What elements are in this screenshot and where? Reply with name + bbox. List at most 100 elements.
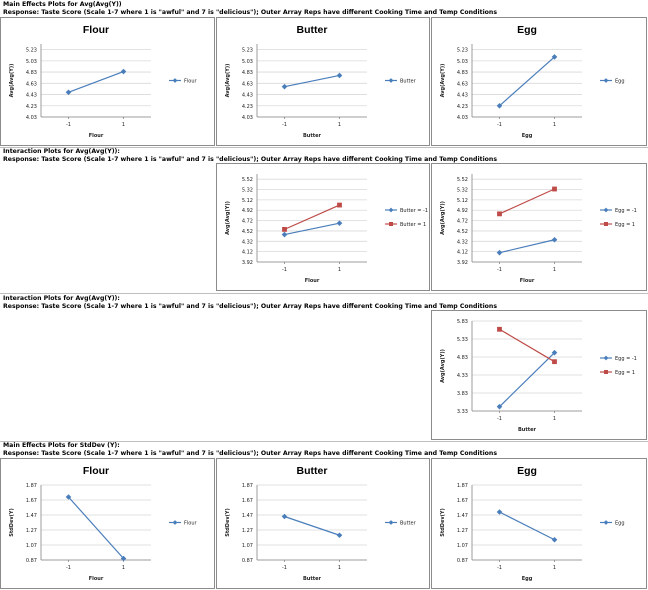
y-tick-label: 5.33 [457,337,468,343]
y-tick-label: 4.12 [457,250,468,256]
chart-title: Butter [297,24,328,36]
y-tick-label: 4.52 [242,229,253,235]
data-point-butter [281,513,288,520]
series-line-flour [68,70,124,93]
legend-label-egg-1: Egg = 1 [615,222,635,228]
section-title-main-effects-sd: Main Effects Plots for StdDev (Y): [3,442,120,449]
y-tick-label: 0.87 [242,558,253,564]
legend-label-flour: Flour [184,79,197,85]
x-tick-label: 1 [553,122,556,128]
data-point-butter-1 [336,220,343,226]
series-line-egg [499,511,555,541]
y-tick-label: 5.12 [242,198,253,204]
chart-panel-int-flour-butter: 3.92 4.12 4.32 4.52 4.72 4.92 5.12 5.32 5.52 -1 1 F… [216,163,430,291]
x-tick-label: 1 [122,122,125,128]
section-subtitle-main-effects-sd: Response: Taste Score (Scale 1-7 where 1… [3,450,498,457]
y-tick-label: 4.52 [457,229,468,235]
legend-marker-egg [603,520,609,525]
y-tick-label: 5.83 [457,319,468,325]
y-tick-label: 1.67 [457,498,468,504]
data-point-egg-1 [496,249,503,256]
data-point-flour [65,494,72,500]
y-tick-label: 5.32 [242,188,253,194]
data-point-butter-1 [282,226,287,232]
y-tick-label: 4.12 [242,250,253,256]
legend-label-flour: Flour [184,521,197,527]
y-tick-label: 1.07 [26,543,37,549]
legend-marker-butter [388,520,394,525]
x-tick-label: 1 [553,416,556,422]
data-point-egg [496,509,503,515]
legend-label-egg-1: Egg = -1 [615,356,637,362]
y-tick-label: 5.52 [242,177,253,183]
data-point-butter-1 [281,231,288,238]
y-tick-label: 4.32 [457,239,468,245]
chart-int-flour-butter: 3.92 4.12 4.32 4.52 4.72 4.92 5.12 5.32 5.52 -1 1 F… [225,174,428,284]
x-axis-title: Butter [518,427,537,433]
y-tick-label: 4.43 [457,93,468,99]
y-tick-label: 4.03 [242,115,253,121]
data-point-butter [281,83,288,90]
x-tick-label: -1 [497,122,502,128]
y-tick-label: 5.12 [457,198,468,204]
legend-label-butter: Butter [400,521,417,527]
y-tick-label: 1.47 [242,513,253,519]
x-axis-title: Butter [303,133,322,139]
y-tick-label: 4.83 [457,70,468,76]
legend-marker-flour [172,520,178,525]
y-tick-label: 1.67 [242,498,253,504]
y-tick-label: 4.63 [26,81,37,87]
y-tick-label: 3.83 [457,391,468,397]
y-tick-label: 3.33 [457,409,468,415]
y-tick-label: 4.63 [242,81,253,87]
data-point-egg [496,102,503,109]
y-tick-label: 1.07 [457,543,468,549]
y-tick-label: 5.23 [457,48,468,54]
x-tick-label: 1 [338,267,341,273]
x-tick-label: -1 [282,122,287,128]
x-axis-title: Flour [89,576,104,582]
chart-me-avg-egg: Egg 4.03 4.23 4.43 4.63 4.83 5.03 5.23 -1 1 Egg Avg… [440,24,625,139]
y-tick-label: 1.27 [457,528,468,534]
y-tick-label: 1.87 [26,483,37,489]
y-tick-label: 0.87 [457,558,468,564]
legend-label-egg: Egg [615,79,625,85]
y-tick-label: 4.83 [457,355,468,361]
y-tick-label: 4.32 [242,239,253,245]
legend-marker-flour [172,78,178,83]
y-tick-label: 1.67 [26,498,37,504]
chart-me-sd-butter: Butter 0.87 1.07 1.27 1.47 1.67 1.87 -1 1 Butter S… [225,465,417,582]
legend-label-egg-1: Egg = 1 [615,370,635,376]
data-point-egg-1 [552,359,557,365]
x-tick-label: -1 [282,565,287,571]
y-axis-title: Avg(Avg(Y)) [9,64,15,98]
legend-marker-butter-1 [389,222,393,226]
data-point-butter [336,532,343,539]
y-tick-label: 4.83 [26,70,37,76]
y-axis-title: Avg(Avg(Y)) [440,201,446,235]
chart-panel-me-avg-egg: Egg 4.03 4.23 4.43 4.63 4.83 5.03 5.23 -1 1 Egg Avg… [431,17,647,146]
chart-title: Flour [83,465,109,477]
chart-me-sd-egg: Egg 0.87 1.07 1.27 1.47 1.67 1.87 -1 1 Egg StdDev(… [440,465,625,582]
data-point-flour [65,89,72,96]
y-tick-label: 1.87 [242,483,253,489]
legend-label-butter-1: Butter = -1 [400,208,428,214]
y-tick-label: 4.33 [457,373,468,379]
y-tick-label: 4.03 [26,115,37,121]
y-tick-label: 4.72 [242,219,253,225]
y-tick-label: 1.27 [242,528,253,534]
y-tick-label: 1.87 [457,483,468,489]
section-subtitle-main-effects-avg: Response: Taste Score (Scale 1-7 where 1… [3,9,498,16]
y-tick-label: 4.23 [26,104,37,110]
x-tick-label: 1 [122,565,125,571]
y-axis-title: StdDev(Y) [225,508,231,537]
chart-panel-me-avg-butter: Butter 4.03 4.23 4.43 4.63 4.83 5.03 5.23 -1 1 But… [216,17,430,146]
x-tick-label: 1 [338,565,341,571]
chart-int-butter-egg: 3.33 3.83 4.33 4.83 5.33 5.83 -1 1 Butter Avg(Avg… [440,319,637,433]
y-axis-title: Avg(Avg(Y)) [225,201,231,235]
x-tick-label: 1 [338,122,341,128]
data-point-butter [336,72,343,79]
section-title-main-effects-avg: Main Effects Plots for Avg(Avg(Y)) [3,1,122,8]
x-axis-title: Egg [522,576,533,582]
y-axis-title: StdDev(Y) [440,508,446,537]
